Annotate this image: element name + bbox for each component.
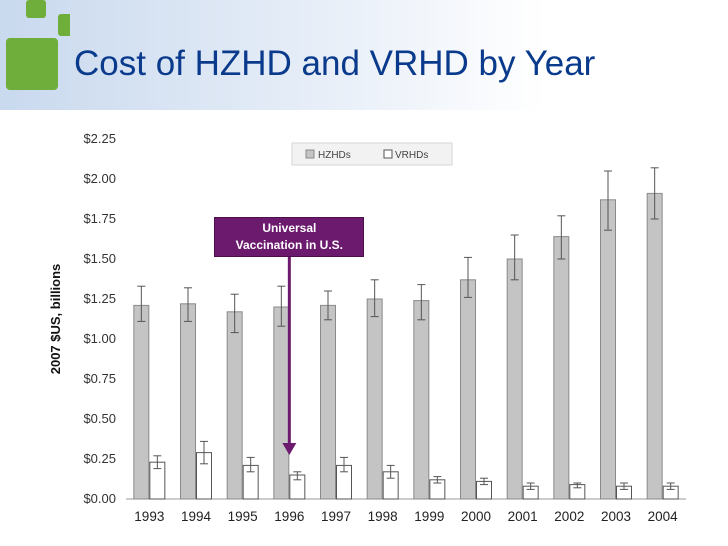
legend-swatch-vrhd [383,149,393,159]
annotation-line-2: Vaccination in U.S. [235,238,344,252]
bar-hzhd [413,300,430,500]
y-tick-label: $0.00 [83,491,116,506]
x-tick-label: 1994 [181,509,212,524]
header-band [0,0,728,110]
bar-hzhd [366,298,383,500]
x-tick-label: 2003 [601,509,631,524]
legend-label-vrhd: VRHDs [395,150,428,161]
legend-label-hzhd: HZHDs [318,150,351,161]
x-tick-label: 1995 [228,509,258,524]
x-tick-label: 1998 [368,509,398,524]
bar-hzhd [273,306,290,500]
annotation-box: Universal Vaccination in U.S. [214,217,365,257]
x-tick-label: 1999 [414,509,444,524]
y-tick-label: $1.75 [83,211,116,226]
x-tick-label: 1997 [321,509,351,524]
chart-panel: $0.00 $0.25 $0.50 $0.75 $1.00 $1.25 $1.50 $1.75… [34,113,694,546]
bar-hzhd [320,304,336,500]
bar-hzhd [600,199,616,500]
annotation-line-1: Universal [262,221,317,235]
x-tick-label: 2004 [648,509,679,524]
y-tick-label: $1.50 [83,251,116,266]
legend-box [291,142,453,166]
bar-hzhd [226,311,243,500]
x-tick-label: 1993 [134,509,164,524]
x-tick-label: 2000 [461,509,491,524]
y-tick-label: $2.00 [83,171,116,186]
y-tick-label: $2.25 [83,131,116,146]
bar-hzhd [180,303,196,500]
annotation-arrowhead-icon [282,443,297,455]
y-tick-label: $1.25 [83,291,116,306]
bar-hzhd [553,236,570,500]
y-axis-label: 2007 $US, billions [48,264,63,375]
legend-swatch-hzhd [305,149,315,159]
bar-chart: $0.00 $0.25 $0.50 $0.75 $1.00 $1.25 $1.50 $1.75… [48,131,686,524]
x-tick-label: 2002 [554,509,584,524]
logo-squares-icon [6,0,70,90]
bar-hzhd [133,304,150,500]
slide-title: Cost of HZHD and VRHD by Year [74,44,596,83]
y-tick-label: $0.50 [83,411,116,426]
y-tick-label: $0.75 [83,371,116,386]
x-tick-label: 1996 [274,509,304,524]
bar-hzhd [646,192,663,500]
x-tick-label: 2001 [508,509,538,524]
bar-hzhd [460,279,476,500]
y-tick-label: $1.00 [83,331,116,346]
bar-hzhd [506,258,523,500]
y-tick-label: $0.25 [83,451,116,466]
